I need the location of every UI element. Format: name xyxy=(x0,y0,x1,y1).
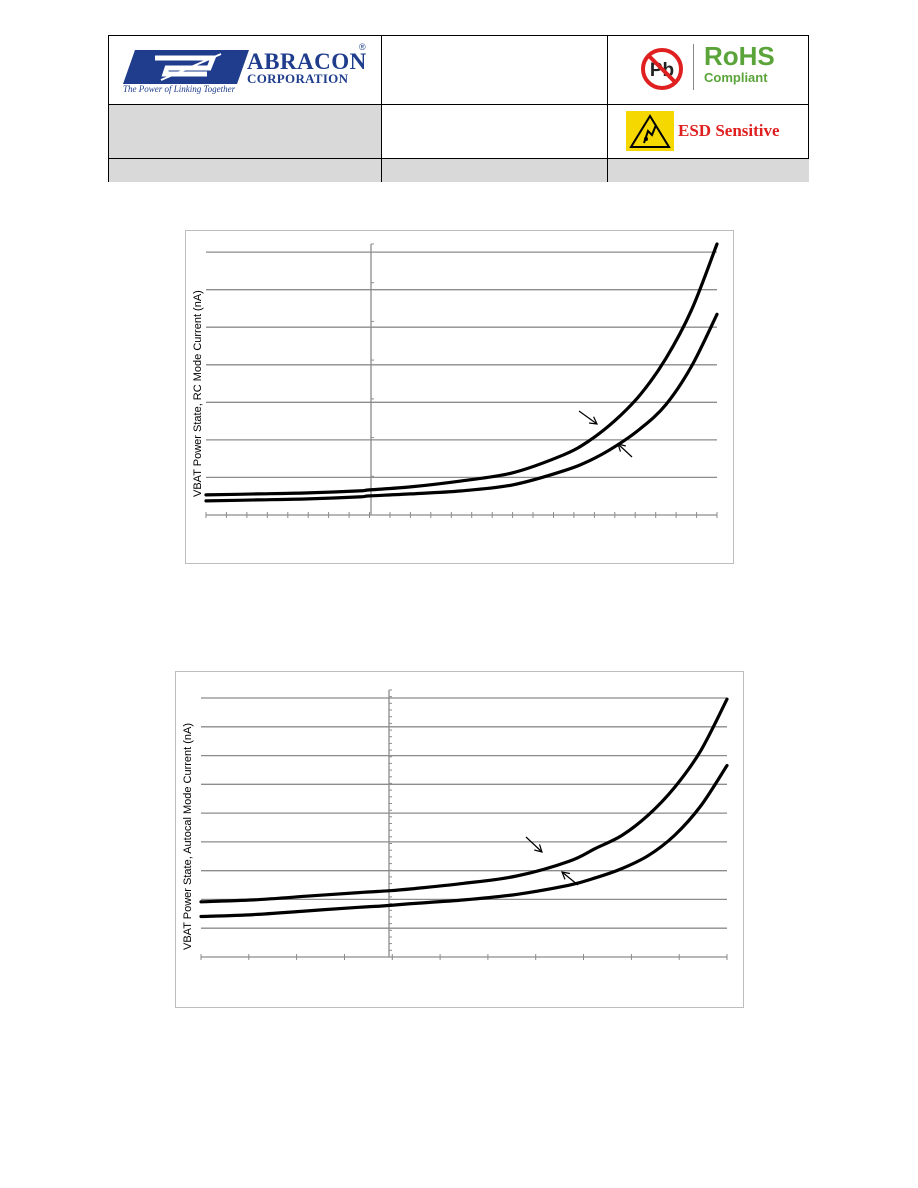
annotation-arrowhead xyxy=(617,443,626,452)
annotation-arrowhead xyxy=(534,844,543,853)
series-line-1 xyxy=(199,697,729,904)
logo-name-line2: CORPORATION xyxy=(247,71,349,86)
header-divider xyxy=(109,104,809,105)
rohs-separator xyxy=(693,44,694,90)
logo-tagline: The Power of Linking Together xyxy=(123,84,236,94)
rohs-subtitle: Compliant xyxy=(704,70,768,85)
no-lead-icon: Pb xyxy=(641,48,683,90)
rohs-badge: Pb RoHS Compliant xyxy=(608,36,809,104)
document-header: ABRACON ® CORPORATION The Power of Linki… xyxy=(108,35,809,182)
annotation-arrowhead xyxy=(561,871,571,880)
chart-plot-rc xyxy=(204,242,719,518)
rohs-title: RoHS xyxy=(704,41,775,71)
header-divider xyxy=(381,36,382,182)
header-cell xyxy=(608,159,809,182)
annotation-arrow xyxy=(525,836,543,853)
series-line-2 xyxy=(204,312,719,503)
annotation-arrow xyxy=(561,871,579,886)
series-line-1 xyxy=(204,242,719,497)
chart-plot-autocal xyxy=(199,689,729,960)
annotation-arrowhead xyxy=(589,416,599,425)
header-cell xyxy=(109,159,381,182)
annotation-arrow xyxy=(578,410,598,425)
header-divider xyxy=(109,158,809,159)
esd-badge: ESD Sensitive xyxy=(608,105,809,158)
registered-mark: ® xyxy=(359,42,366,52)
esd-label: ESD Sensitive xyxy=(678,121,780,140)
header-divider xyxy=(607,36,608,182)
series-line-2 xyxy=(199,763,729,919)
chart-rc-mode: VBAT Power State, RC Mode Current (nA) xyxy=(185,230,734,564)
header-cell xyxy=(109,105,381,158)
annotation-arrow xyxy=(617,443,633,458)
company-logo: ABRACON ® CORPORATION The Power of Linki… xyxy=(109,36,381,104)
chart-autocal-mode: VBAT Power State, Autocal Mode Current (… xyxy=(175,671,744,1008)
header-cell xyxy=(382,159,607,182)
logo-name-line1: ABRACON xyxy=(247,49,367,74)
esd-warning-icon xyxy=(626,111,674,151)
abracon-logo-icon xyxy=(123,50,249,84)
